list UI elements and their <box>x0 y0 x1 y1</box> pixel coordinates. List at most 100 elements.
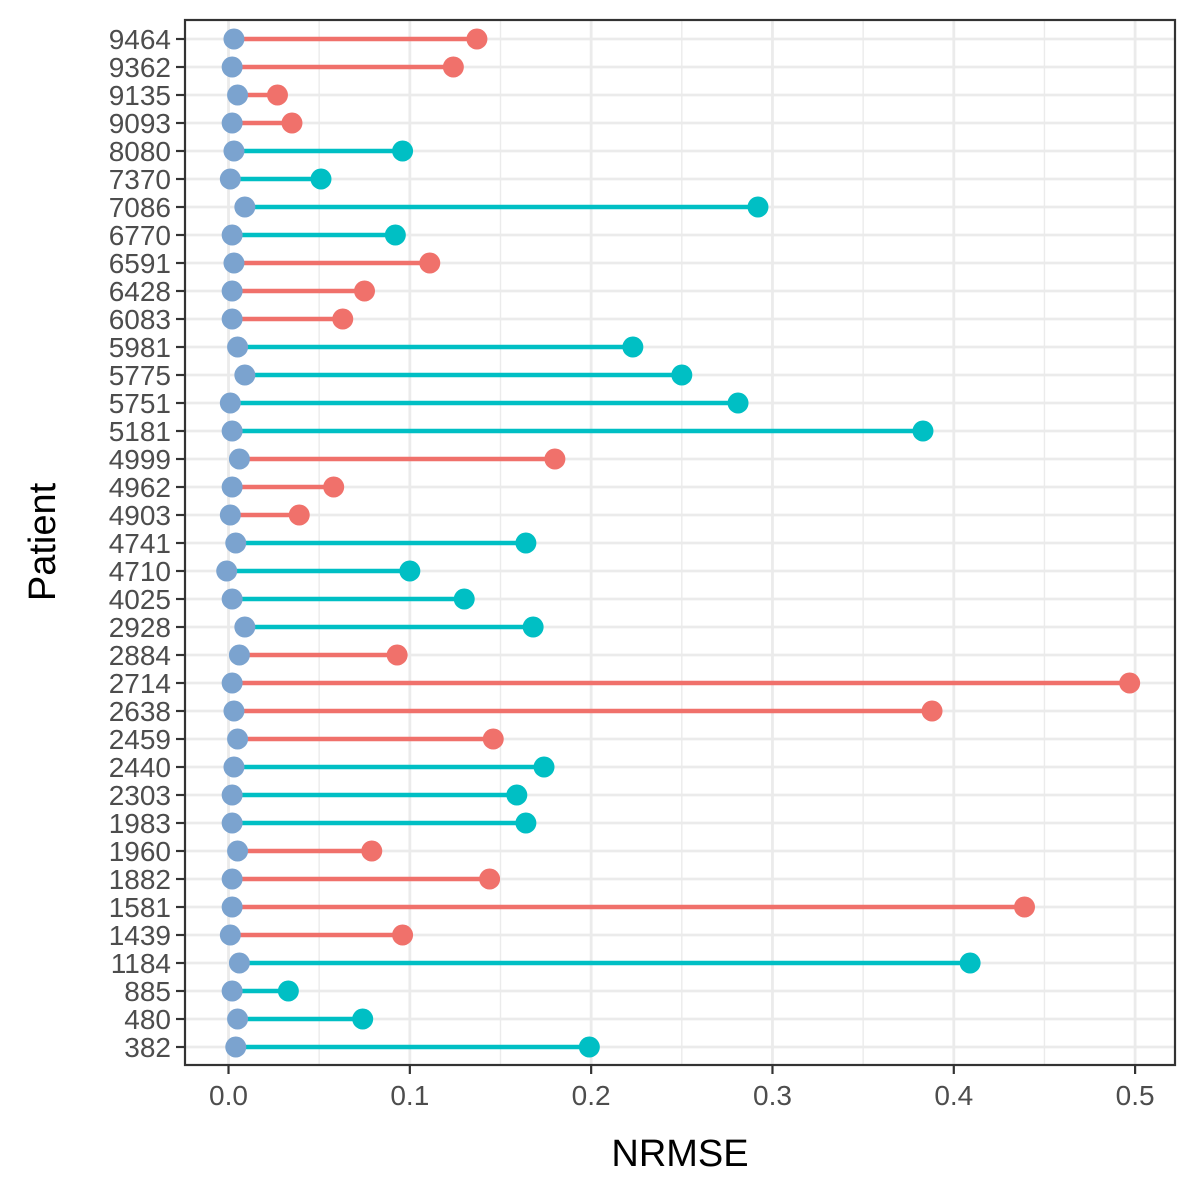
end-point-9093 <box>281 112 303 134</box>
y-tick-label: 5751 <box>109 388 171 419</box>
data-layer <box>216 28 1141 1058</box>
y-tick-label: 2459 <box>109 724 171 755</box>
end-point-1581 <box>1014 896 1036 918</box>
y-tick-label: 1882 <box>109 864 171 895</box>
start-point-885 <box>221 980 243 1002</box>
end-point-1882 <box>479 868 501 890</box>
x-tick-label: 0.4 <box>934 1080 973 1111</box>
start-point-4741 <box>225 532 247 554</box>
start-point-2459 <box>227 728 249 750</box>
start-point-480 <box>227 1008 249 1030</box>
y-tick-label: 5775 <box>109 360 171 391</box>
start-point-9093 <box>221 112 243 134</box>
y-tick-label: 4962 <box>109 472 171 503</box>
end-point-382 <box>578 1036 600 1058</box>
start-point-382 <box>225 1036 247 1058</box>
end-point-2884 <box>386 644 408 666</box>
y-tick-label: 4903 <box>109 500 171 531</box>
y-tick-label: 2714 <box>109 668 171 699</box>
y-axis-title: Patient <box>22 482 64 601</box>
y-tick-label: 7370 <box>109 164 171 195</box>
x-tick-label: 0.2 <box>572 1080 611 1111</box>
end-point-4741 <box>515 532 537 554</box>
y-tick-label: 4741 <box>109 528 171 559</box>
start-point-6591 <box>223 252 245 274</box>
end-point-6591 <box>419 252 441 274</box>
end-point-8080 <box>392 140 414 162</box>
end-point-1983 <box>515 812 537 834</box>
y-tick-label: 885 <box>124 976 171 1007</box>
start-point-4962 <box>221 476 243 498</box>
end-point-2303 <box>506 784 528 806</box>
y-tick-label: 6428 <box>109 276 171 307</box>
start-point-5751 <box>219 392 241 414</box>
start-point-6770 <box>221 224 243 246</box>
start-point-1983 <box>221 812 243 834</box>
end-point-4903 <box>288 504 310 526</box>
start-point-2714 <box>221 672 243 694</box>
end-point-5181 <box>912 420 934 442</box>
y-tick-label: 5981 <box>109 332 171 363</box>
start-point-2638 <box>223 700 245 722</box>
end-point-1184 <box>959 952 981 974</box>
y-tick-label: 2884 <box>109 640 171 671</box>
start-point-4903 <box>219 504 241 526</box>
y-tick-label: 2928 <box>109 612 171 643</box>
y-tick-label: 4999 <box>109 444 171 475</box>
y-tick-label: 1184 <box>111 948 171 979</box>
y-tick-label: 9464 <box>109 24 171 55</box>
y-tick-label: 382 <box>124 1032 171 1063</box>
y-tick-label: 1581 <box>109 892 171 923</box>
end-point-4999 <box>544 448 566 470</box>
y-tick-label: 9362 <box>109 52 171 83</box>
start-point-2928 <box>234 616 256 638</box>
end-point-4962 <box>323 476 345 498</box>
end-point-2928 <box>522 616 544 638</box>
end-point-9135 <box>266 84 288 106</box>
y-tick-label: 9135 <box>109 80 171 111</box>
end-point-480 <box>352 1008 374 1030</box>
end-point-9464 <box>466 28 488 50</box>
start-point-9135 <box>227 84 249 106</box>
y-tick-label: 6083 <box>109 304 171 335</box>
y-tick-label: 8080 <box>109 136 171 167</box>
x-tick-label: 0.3 <box>753 1080 792 1111</box>
end-point-885 <box>277 980 299 1002</box>
start-point-9362 <box>221 56 243 78</box>
y-tick-label: 2638 <box>109 696 171 727</box>
end-point-1960 <box>361 840 383 862</box>
start-point-5981 <box>227 336 249 358</box>
start-point-4025 <box>221 588 243 610</box>
end-point-2459 <box>482 728 504 750</box>
y-tick-label: 6591 <box>109 248 171 279</box>
y-tick-label: 1960 <box>109 836 171 867</box>
start-point-5775 <box>234 364 256 386</box>
x-tick-label: 0.5 <box>1116 1080 1155 1111</box>
start-point-2884 <box>228 644 250 666</box>
x-tick-label: 0.0 <box>209 1080 248 1111</box>
end-point-4025 <box>453 588 475 610</box>
y-tick-label: 7086 <box>109 192 171 223</box>
end-point-6770 <box>384 224 406 246</box>
end-point-7086 <box>747 196 769 218</box>
start-point-1581 <box>221 896 243 918</box>
axis-layer: 9464936291359093808073707086677065916428… <box>109 24 1155 1111</box>
y-tick-label: 6770 <box>109 220 171 251</box>
end-point-7370 <box>310 168 332 190</box>
end-point-6083 <box>332 308 354 330</box>
y-tick-label: 2440 <box>109 752 171 783</box>
end-point-2714 <box>1119 672 1141 694</box>
end-point-1439 <box>392 924 414 946</box>
start-point-1184 <box>228 952 250 974</box>
start-point-7370 <box>219 168 241 190</box>
x-axis-title: NRMSE <box>611 1133 748 1175</box>
start-point-6083 <box>221 308 243 330</box>
start-point-8080 <box>223 140 245 162</box>
start-point-4710 <box>216 560 238 582</box>
start-point-2303 <box>221 784 243 806</box>
end-point-4710 <box>399 560 421 582</box>
y-tick-label: 480 <box>124 1004 171 1035</box>
end-point-6428 <box>354 280 376 302</box>
